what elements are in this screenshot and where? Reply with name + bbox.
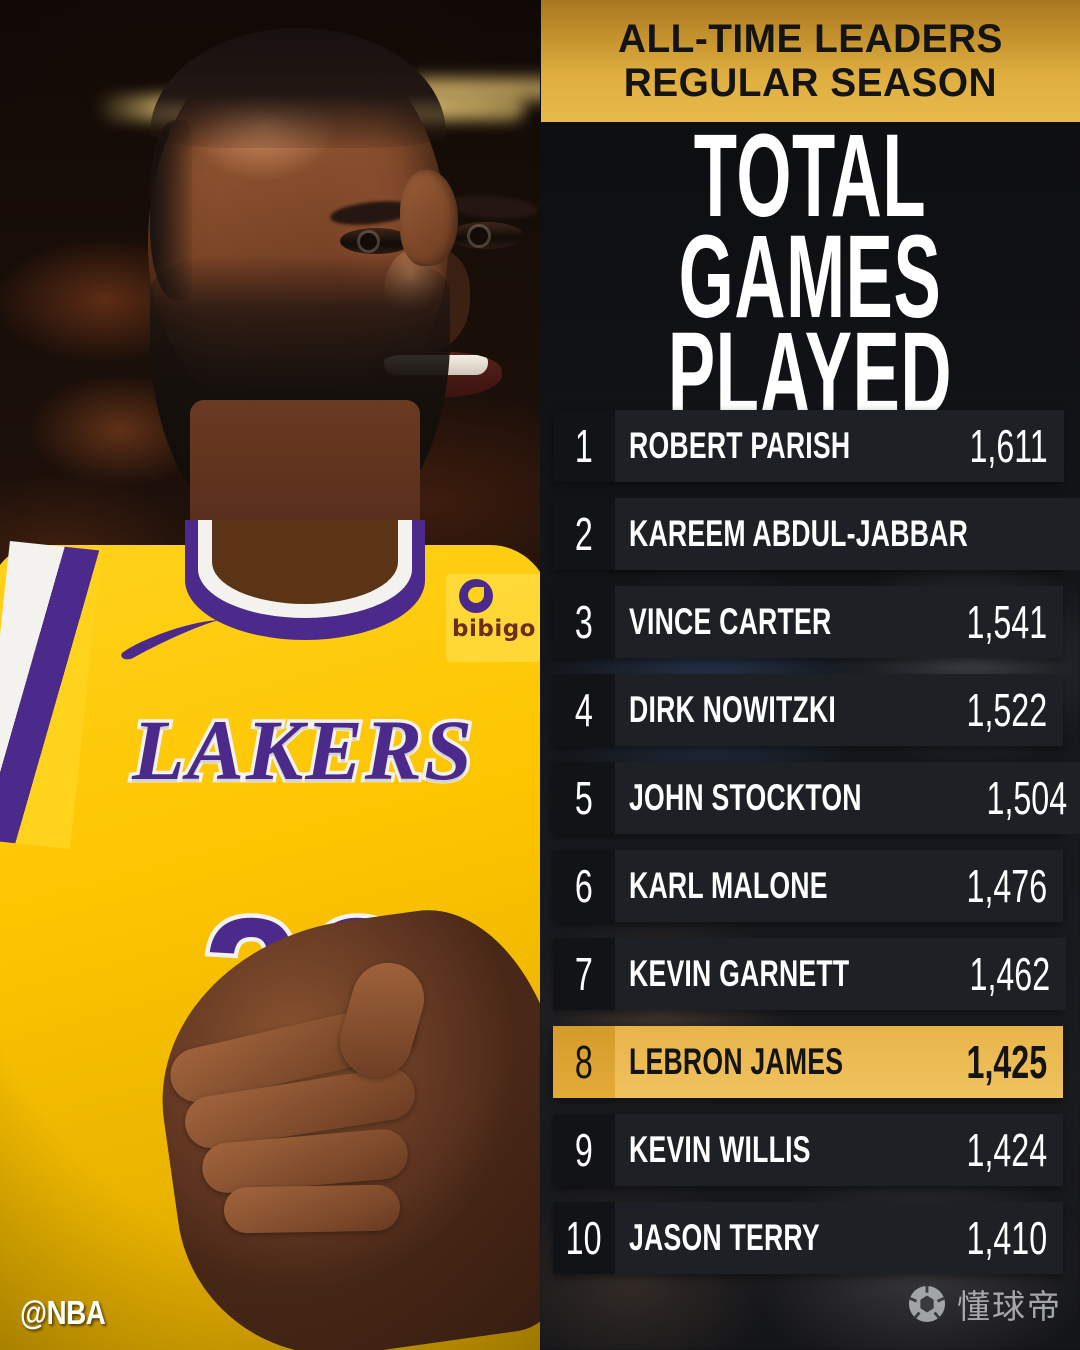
watermark: 懂球帝 xyxy=(908,1280,1062,1328)
jersey-sponsor-label: bibigo xyxy=(452,616,536,642)
header-line-1: ALL-TIME LEADERS xyxy=(618,17,1003,61)
row-rank: 3 xyxy=(553,586,615,658)
player-photo: bibigo LAKERS 23 @NBA xyxy=(0,0,540,1350)
leaderboard-row: 3 VINCE CARTER 1,541 xyxy=(553,586,1063,658)
row-player-name: JASON TERRY xyxy=(629,1217,820,1258)
row-player-name: KEVIN GARNETT xyxy=(629,953,850,994)
soccer-ball-icon xyxy=(908,1285,946,1323)
row-rank: 1 xyxy=(553,410,615,482)
row-body: LEBRON JAMES 1,425 xyxy=(615,1026,1063,1098)
row-player-name: JOHN STOCKTON xyxy=(629,777,862,818)
bibigo-logo-icon xyxy=(459,579,493,613)
row-rank-value: 2 xyxy=(575,508,593,560)
jersey-sponsor-patch: bibigo xyxy=(446,574,540,662)
row-rank-value: 9 xyxy=(575,1124,593,1176)
leaderboard-row: 2 KAREEM ABDUL-JABBAR1,560 xyxy=(553,498,1080,570)
title-line-2: GAMES PLAYED xyxy=(667,210,953,440)
row-player-value: 1,522 xyxy=(966,684,1047,736)
row-rank-value: 5 xyxy=(575,772,593,824)
row-player-value: 1,541 xyxy=(966,596,1047,648)
row-player-name: VINCE CARTER xyxy=(629,601,832,642)
row-player-name: KAREEM ABDUL-JABBAR xyxy=(629,513,969,554)
ear-right xyxy=(400,170,458,266)
leaderboard-row: 8 LEBRON JAMES 1,425 xyxy=(553,1026,1063,1098)
row-player-name: KARL MALONE xyxy=(629,865,828,906)
photo-credit: @NBA xyxy=(20,1294,106,1331)
header-line-2: REGULAR SEASON xyxy=(623,61,998,105)
row-rank-value: 7 xyxy=(575,948,593,1000)
row-rank-value: 4 xyxy=(575,684,593,736)
row-rank: 8 xyxy=(553,1026,615,1098)
row-rank-value: 6 xyxy=(575,860,593,912)
row-rank: 2 xyxy=(553,498,615,570)
row-body: JASON TERRY 1,410 xyxy=(615,1202,1063,1274)
leaderboard-row: 7 KEVIN GARNETT 1,462 xyxy=(553,938,1067,1010)
row-body: KEVIN WILLIS 1,424 xyxy=(615,1114,1063,1186)
hand xyxy=(150,930,480,1260)
page-title: TOTAL GAMES PLAYED xyxy=(540,110,1080,440)
row-player-value: 1,476 xyxy=(966,860,1047,912)
row-rank: 6 xyxy=(553,850,615,922)
row-rank: 4 xyxy=(553,674,615,746)
row-player-name: ROBERT PARISH xyxy=(629,425,851,466)
row-player-value: 1,462 xyxy=(969,948,1051,1000)
row-player-value: 1,410 xyxy=(966,1212,1047,1264)
row-body: KEVIN GARNETT 1,462 xyxy=(615,938,1067,1010)
title-line-1: TOTAL xyxy=(693,110,927,242)
row-body: KARL MALONE 1,476 xyxy=(615,850,1063,922)
row-rank: 7 xyxy=(553,938,615,1010)
row-rank-value: 1 xyxy=(575,420,593,472)
leaderboard-row: 1 ROBERT PARISH 1,611 xyxy=(553,410,1065,482)
watermark-label: 懂球帝 xyxy=(957,1287,1062,1326)
stats-panel: ALL-TIME LEADERS REGULAR SEASON TOTAL GA… xyxy=(540,0,1080,1350)
row-rank-value: 8 xyxy=(575,1036,593,1088)
jersey-team-wordmark: LAKERS xyxy=(129,699,476,802)
row-rank-value: 10 xyxy=(566,1212,602,1264)
row-player-value: 1,504 xyxy=(986,772,1068,824)
leaderboard-row: 5 JOHN STOCKTON 1,504 xyxy=(553,762,1080,834)
leaderboard-row: 6 KARL MALONE 1,476 xyxy=(553,850,1063,922)
leaderboard-row: 9 KEVIN WILLIS 1,424 xyxy=(553,1114,1063,1186)
leaderboard-row: 10 JASON TERRY 1,410 xyxy=(553,1202,1063,1274)
row-player-name: DIRK NOWITZKI xyxy=(629,689,837,730)
row-player-name: KEVIN WILLIS xyxy=(629,1129,811,1170)
row-body: KAREEM ABDUL-JABBAR1,560 xyxy=(615,498,1080,570)
row-body: JOHN STOCKTON 1,504 xyxy=(615,762,1080,834)
row-body: DIRK NOWITZKI 1,522 xyxy=(615,674,1063,746)
header-band: ALL-TIME LEADERS REGULAR SEASON xyxy=(541,0,1080,122)
row-player-value: 1,611 xyxy=(969,420,1049,472)
nike-swoosh-icon xyxy=(121,620,219,660)
row-body: ROBERT PARISH 1,611 xyxy=(615,410,1065,482)
row-player-value: 1,425 xyxy=(966,1036,1047,1088)
row-body: VINCE CARTER 1,541 xyxy=(615,586,1063,658)
leaderboard-row: 4 DIRK NOWITZKI 1,522 xyxy=(553,674,1063,746)
finger-pinky xyxy=(223,1184,401,1234)
row-rank: 10 xyxy=(553,1202,615,1274)
row-rank: 5 xyxy=(553,762,615,834)
eye-right xyxy=(448,222,524,249)
row-rank: 9 xyxy=(553,1114,615,1186)
row-player-name: LEBRON JAMES xyxy=(629,1041,844,1082)
row-player-value: 1,424 xyxy=(966,1124,1047,1176)
row-rank-value: 3 xyxy=(575,596,593,648)
